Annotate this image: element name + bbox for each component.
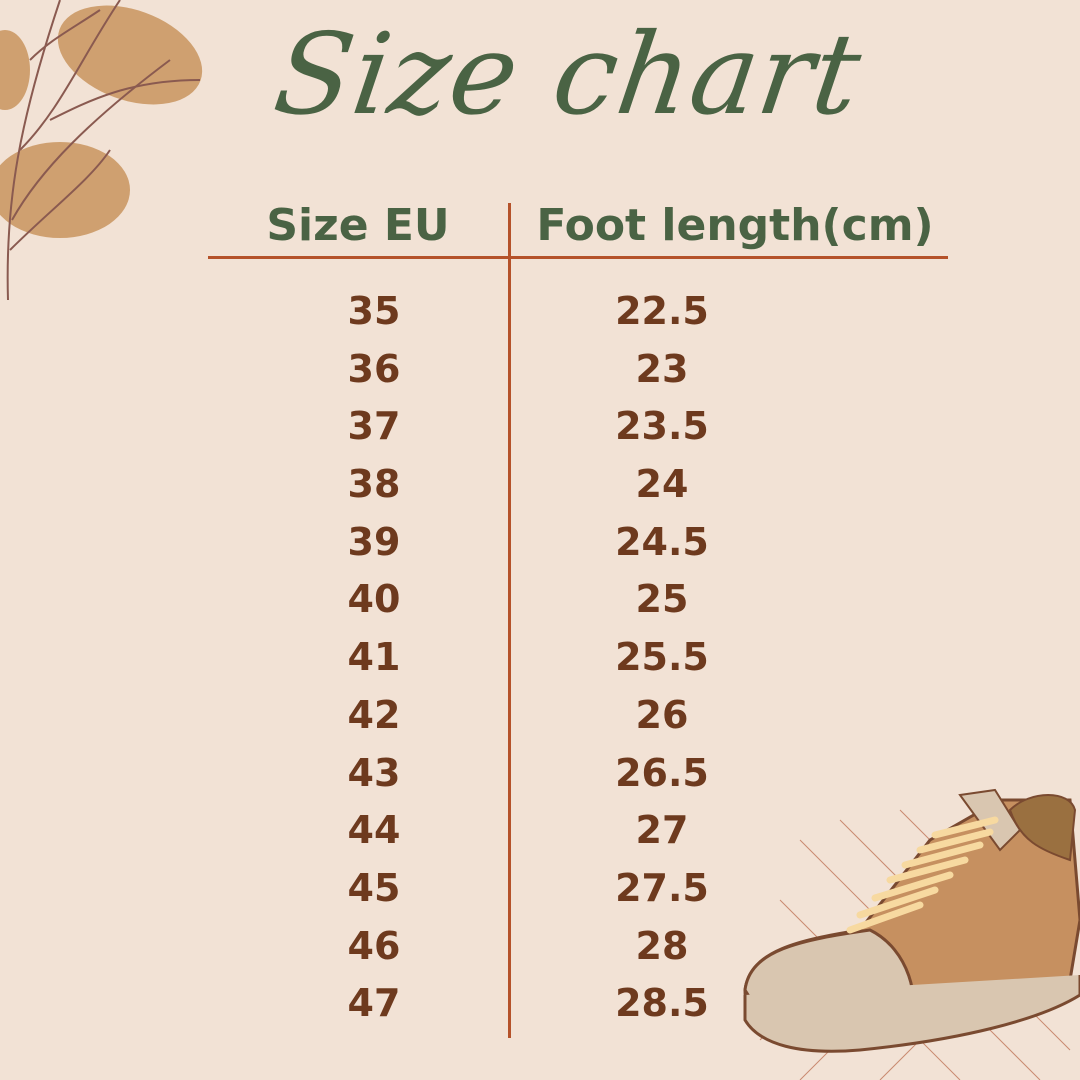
leaf-branch-icon <box>0 0 203 301</box>
table-row: 43 26.5 <box>0 747 1080 805</box>
table-row: 46 28 <box>0 920 1080 978</box>
table-row: 39 24.5 <box>0 516 1080 574</box>
foot-length-cell: 24 <box>635 462 689 507</box>
table-row: 44 27 <box>0 804 1080 862</box>
size-eu-cell: 44 <box>347 808 401 853</box>
size-eu-cell: 43 <box>347 750 401 795</box>
foot-length-cell: 28 <box>635 923 689 968</box>
size-eu-cell: 36 <box>347 346 401 391</box>
size-eu-cell: 40 <box>347 577 401 622</box>
table-row: 37 23.5 <box>0 400 1080 458</box>
table-row: 38 24 <box>0 458 1080 516</box>
foot-length-cell: 22.5 <box>615 289 709 333</box>
sneaker-icon <box>743 788 1080 1080</box>
foot-length-cell: 26 <box>635 692 689 737</box>
table-row: 35 22.5 <box>0 285 1080 343</box>
table-row: 41 25.5 <box>0 631 1080 689</box>
page-title: Size chart <box>267 10 869 140</box>
foot-length-cell: 24.5 <box>615 519 709 564</box>
foot-length-cell: 27 <box>635 808 689 853</box>
foot-length-cell: 23.5 <box>615 404 709 449</box>
table-row: 45 27.5 <box>0 862 1080 920</box>
size-eu-cell: 41 <box>347 635 401 680</box>
size-eu-cell: 38 <box>347 462 401 507</box>
size-eu-cell: 45 <box>347 865 401 910</box>
size-eu-cell: 37 <box>347 404 401 449</box>
foot-length-cell: 27.5 <box>615 865 709 910</box>
size-eu-cell: 42 <box>347 692 401 737</box>
foot-length-cell: 25.5 <box>615 635 709 680</box>
size-eu-cell: 47 <box>347 981 401 1026</box>
size-eu-cell: 39 <box>347 519 401 564</box>
size-eu-cell: 35 <box>347 289 401 333</box>
foot-length-cell: 26.5 <box>615 750 709 795</box>
table-row: 47 28.5 <box>0 977 1080 1035</box>
column-divider <box>508 203 511 1038</box>
table-row: 36 23 <box>0 343 1080 401</box>
size-eu-cell: 46 <box>347 923 401 968</box>
foot-length-cell: 25 <box>635 577 689 622</box>
header-foot-length: Foot length(cm) <box>536 200 934 251</box>
header-divider <box>208 256 948 259</box>
header-size-eu: Size EU <box>266 200 450 251</box>
foot-length-cell: 28.5 <box>615 981 709 1026</box>
foot-length-cell: 23 <box>635 346 689 391</box>
table-row: 40 25 <box>0 573 1080 631</box>
table-row: 42 26 <box>0 689 1080 747</box>
size-table: 35 22.5 36 23 37 23.5 38 24 39 24.5 40 25 41 25.5 42 26… <box>0 285 1080 1035</box>
